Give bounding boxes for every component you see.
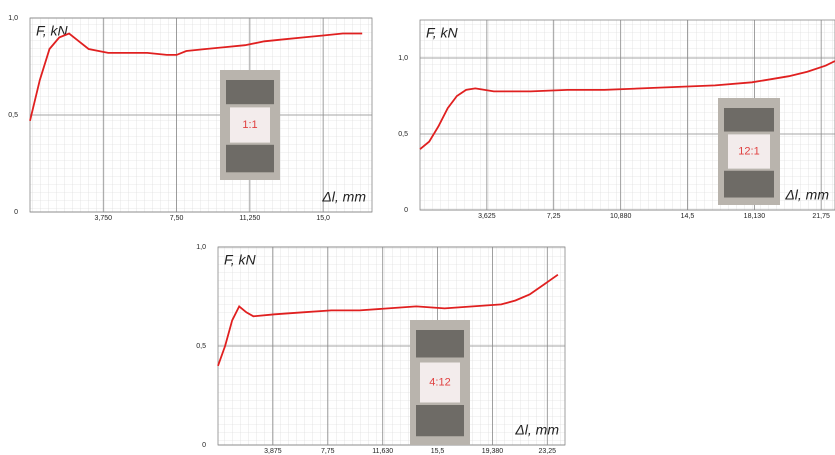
y-tick-label: 0 — [404, 207, 408, 214]
specimen-label: 4:12 — [429, 376, 450, 388]
x-tick-label: 3,750 — [95, 215, 113, 222]
data-line — [419, 60, 835, 150]
x-tick-label: 23,25 — [539, 448, 557, 455]
x-tick-label: 7,25 — [547, 213, 561, 220]
specimen-clamp — [724, 170, 774, 198]
x-tick-label: 15,0 — [316, 215, 330, 222]
x-tick-label: 7,75 — [321, 448, 335, 455]
y-tick-label: 0 — [202, 442, 206, 449]
x-tick-label: 3,875 — [264, 448, 282, 455]
specimen-label: 12:1 — [738, 145, 759, 157]
x-tick-label: 3,625 — [478, 213, 496, 220]
specimen-label: 1:1 — [242, 119, 257, 131]
specimen-clamp — [226, 80, 274, 105]
y-tick-label: 0 — [14, 209, 18, 216]
x-tick-label: 15,5 — [431, 448, 445, 455]
y-axis-label: F, kN — [224, 252, 257, 268]
x-tick-label: 11,250 — [239, 215, 260, 222]
chart: 0 0,5 1,0 3,625 7,25 10,880 14,5 18,130 21,75 12:… — [398, 19, 835, 220]
y-tick-label: 0,5 — [8, 112, 18, 119]
x-tick-label: 18,130 — [744, 213, 766, 220]
x-tick-label: 7,50 — [170, 215, 184, 222]
y-tick-label: 1,0 — [8, 15, 18, 22]
specimen-clamp — [724, 108, 774, 132]
specimen-body — [230, 107, 270, 143]
x-tick-label: 14,5 — [681, 213, 695, 220]
specimen-clamp — [416, 330, 464, 358]
specimen-clamp — [226, 144, 274, 173]
x-tick-label: 10,880 — [610, 213, 632, 220]
chart: 0 0,5 1,0 3,750 7,50 11,250 15,0 1:1 F, kN Δl, mm — [8, 15, 373, 222]
data-line — [29, 32, 363, 122]
data-line — [217, 273, 559, 367]
specimen-body — [420, 362, 460, 403]
y-axis-label: F, kN — [36, 23, 69, 39]
x-tick-label: 19,380 — [482, 448, 504, 455]
y-tick-label: 0,5 — [196, 343, 206, 350]
y-tick-label: 1,0 — [196, 244, 206, 251]
x-axis-label: Δl, mm — [784, 187, 829, 203]
chart: 0 0,5 1,0 3,875 7,75 11,630 15,5 19,380 23,25 4:1… — [196, 244, 566, 455]
x-axis-label: Δl, mm — [514, 422, 559, 438]
x-tick-label: 11,630 — [372, 448, 393, 455]
x-tick-label: 21,75 — [812, 213, 830, 220]
y-tick-label: 0,5 — [398, 131, 408, 138]
y-tick-label: 1,0 — [398, 55, 408, 62]
specimen-clamp — [416, 405, 464, 437]
x-axis-label: Δl, mm — [321, 189, 366, 205]
specimen-body — [728, 134, 770, 169]
y-axis-label: F, kN — [426, 25, 459, 41]
